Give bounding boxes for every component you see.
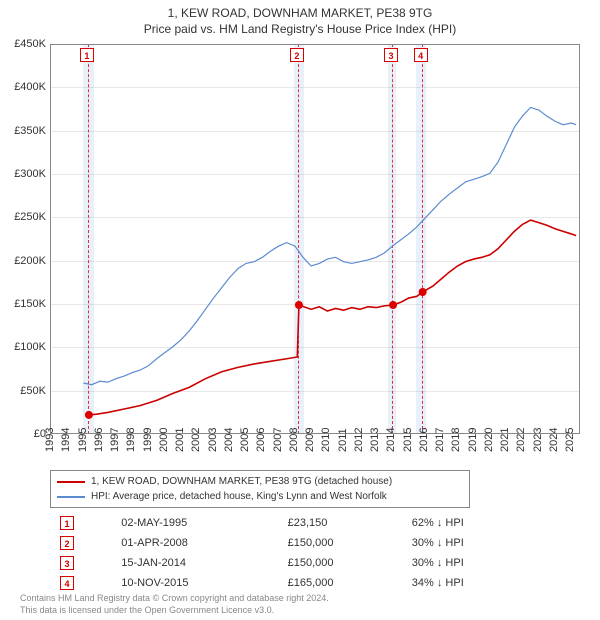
x-tick-label: 2006 — [255, 440, 267, 452]
legend-row-hpi: HPI: Average price, detached house, King… — [57, 489, 463, 504]
x-tick-label: 2001 — [174, 440, 186, 452]
x-tick-label: 2008 — [288, 440, 300, 452]
legend-label-hpi: HPI: Average price, detached house, King… — [91, 489, 387, 504]
sale-delta: 34% ↓ HPI — [404, 574, 538, 592]
x-tick-label: 2000 — [158, 440, 170, 452]
sale-num-box: 2 — [60, 536, 74, 550]
x-tick-label: 2013 — [369, 440, 381, 452]
x-tick-label: 2023 — [532, 440, 544, 452]
chart-title-line1: 1, KEW ROAD, DOWNHAM MARKET, PE38 9TG — [0, 6, 600, 20]
series-line — [84, 107, 577, 384]
sale-price: £23,150 — [280, 514, 402, 532]
legend: 1, KEW ROAD, DOWNHAM MARKET, PE38 9TG (d… — [50, 470, 470, 508]
footer-line1: Contains HM Land Registry data © Crown c… — [20, 592, 580, 604]
sale-num-box: 1 — [60, 516, 74, 530]
y-tick-label: £0 — [0, 428, 46, 440]
x-tick-label: 2010 — [320, 440, 332, 452]
sale-dot — [295, 301, 303, 309]
sales-table: 1 02-MAY-1995£23,15062% ↓ HPI 2 01-APR-2008… — [50, 512, 540, 594]
x-tick-label: 2019 — [467, 440, 479, 452]
x-tick-label: 2015 — [402, 440, 414, 452]
sale-date: 02-MAY-1995 — [113, 514, 277, 532]
legend-label-price: 1, KEW ROAD, DOWNHAM MARKET, PE38 9TG (d… — [91, 474, 392, 489]
sale-delta: 30% ↓ HPI — [404, 534, 538, 552]
sales-row: 4 10-NOV-2015£165,00034% ↓ HPI — [52, 574, 538, 592]
x-tick-label: 2002 — [190, 440, 202, 452]
sale-delta: 30% ↓ HPI — [404, 554, 538, 572]
x-tick-label: 2021 — [499, 440, 511, 452]
y-tick-label: £100K — [0, 341, 46, 353]
sale-price: £165,000 — [280, 574, 402, 592]
sale-date: 01-APR-2008 — [113, 534, 277, 552]
sales-row: 1 02-MAY-1995£23,15062% ↓ HPI — [52, 514, 538, 532]
chart-container: 1, KEW ROAD, DOWNHAM MARKET, PE38 9TG Pr… — [0, 0, 600, 620]
y-tick-label: £400K — [0, 81, 46, 93]
x-tick-label: 2020 — [483, 440, 495, 452]
footer-line2: This data is licensed under the Open Gov… — [20, 604, 580, 616]
legend-swatch-hpi — [57, 496, 85, 498]
footer-attribution: Contains HM Land Registry data © Crown c… — [20, 592, 580, 616]
x-tick-label: 1993 — [44, 440, 56, 452]
x-tick-label: 2004 — [223, 440, 235, 452]
x-tick-label: 1995 — [77, 440, 89, 452]
x-tick-label: 2022 — [515, 440, 527, 452]
sales-row: 3 15-JAN-2014£150,00030% ↓ HPI — [52, 554, 538, 572]
sale-num-box: 3 — [60, 556, 74, 570]
sale-dot — [389, 301, 397, 309]
y-tick-label: £150K — [0, 298, 46, 310]
y-tick-label: £450K — [0, 38, 46, 50]
x-tick-label: 2025 — [564, 440, 576, 452]
sales-row: 2 01-APR-2008£150,00030% ↓ HPI — [52, 534, 538, 552]
y-tick-label: £250K — [0, 211, 46, 223]
sale-num-box: 4 — [60, 576, 74, 590]
x-tick-label: 2012 — [353, 440, 365, 452]
legend-swatch-price — [57, 481, 85, 483]
plot-area — [50, 44, 580, 434]
x-tick-label: 2011 — [337, 440, 349, 452]
x-tick-label: 2007 — [272, 440, 284, 452]
sale-date: 15-JAN-2014 — [113, 554, 277, 572]
sale-date: 10-NOV-2015 — [113, 574, 277, 592]
y-tick-label: £200K — [0, 255, 46, 267]
y-tick-label: £50K — [0, 385, 46, 397]
x-tick-label: 1997 — [109, 440, 121, 452]
sale-dot — [419, 288, 427, 296]
x-tick-label: 2003 — [207, 440, 219, 452]
x-tick-label: 2018 — [450, 440, 462, 452]
line-series-svg — [51, 45, 581, 435]
legend-row-price: 1, KEW ROAD, DOWNHAM MARKET, PE38 9TG (d… — [57, 474, 463, 489]
x-tick-label: 2009 — [304, 440, 316, 452]
x-tick-label: 1998 — [125, 440, 137, 452]
sale-price: £150,000 — [280, 554, 402, 572]
sale-delta: 62% ↓ HPI — [404, 514, 538, 532]
x-tick-label: 2014 — [385, 440, 397, 452]
x-tick-label: 2005 — [239, 440, 251, 452]
series-line — [89, 220, 576, 415]
x-tick-label: 1999 — [142, 440, 154, 452]
chart-title-line2: Price paid vs. HM Land Registry's House … — [0, 22, 600, 36]
x-tick-label: 2016 — [418, 440, 430, 452]
y-tick-label: £300K — [0, 168, 46, 180]
x-tick-label: 1996 — [93, 440, 105, 452]
x-tick-label: 2017 — [434, 440, 446, 452]
sale-dot — [85, 411, 93, 419]
x-tick-label: 1994 — [60, 440, 72, 452]
sale-price: £150,000 — [280, 534, 402, 552]
y-tick-label: £350K — [0, 125, 46, 137]
x-tick-label: 2024 — [548, 440, 560, 452]
